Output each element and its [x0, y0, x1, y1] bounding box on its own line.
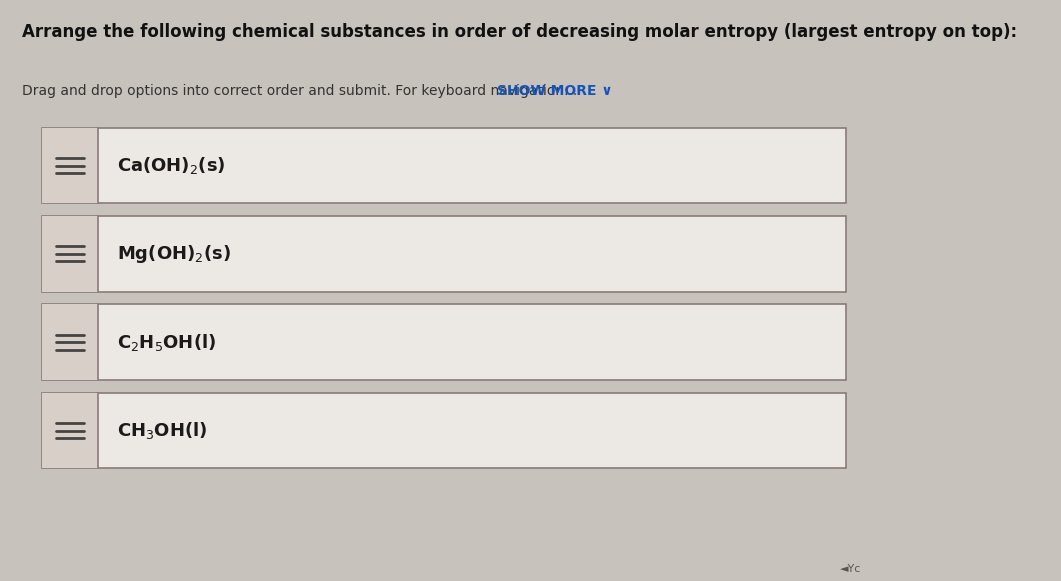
FancyBboxPatch shape	[41, 304, 98, 380]
Text: Arrange the following chemical substances in order of decreasing molar entropy (: Arrange the following chemical substance…	[21, 23, 1016, 41]
Text: Drag and drop options into correct order and submit. For keyboard navigation...: Drag and drop options into correct order…	[21, 84, 577, 98]
Text: Ca(OH)$_2$(s): Ca(OH)$_2$(s)	[117, 155, 226, 176]
FancyBboxPatch shape	[41, 393, 98, 468]
Text: SHOW MORE ∨: SHOW MORE ∨	[498, 84, 613, 98]
Text: CH$_3$OH(l): CH$_3$OH(l)	[117, 420, 208, 441]
FancyBboxPatch shape	[41, 128, 846, 203]
FancyBboxPatch shape	[41, 216, 98, 292]
FancyBboxPatch shape	[41, 304, 846, 380]
FancyBboxPatch shape	[41, 216, 846, 292]
FancyBboxPatch shape	[41, 393, 846, 468]
Text: C$_2$H$_5$OH(l): C$_2$H$_5$OH(l)	[117, 332, 216, 353]
Text: Mg(OH)$_2$(s): Mg(OH)$_2$(s)	[117, 243, 231, 265]
Text: ◄Yc: ◄Yc	[840, 564, 862, 574]
FancyBboxPatch shape	[41, 128, 98, 203]
